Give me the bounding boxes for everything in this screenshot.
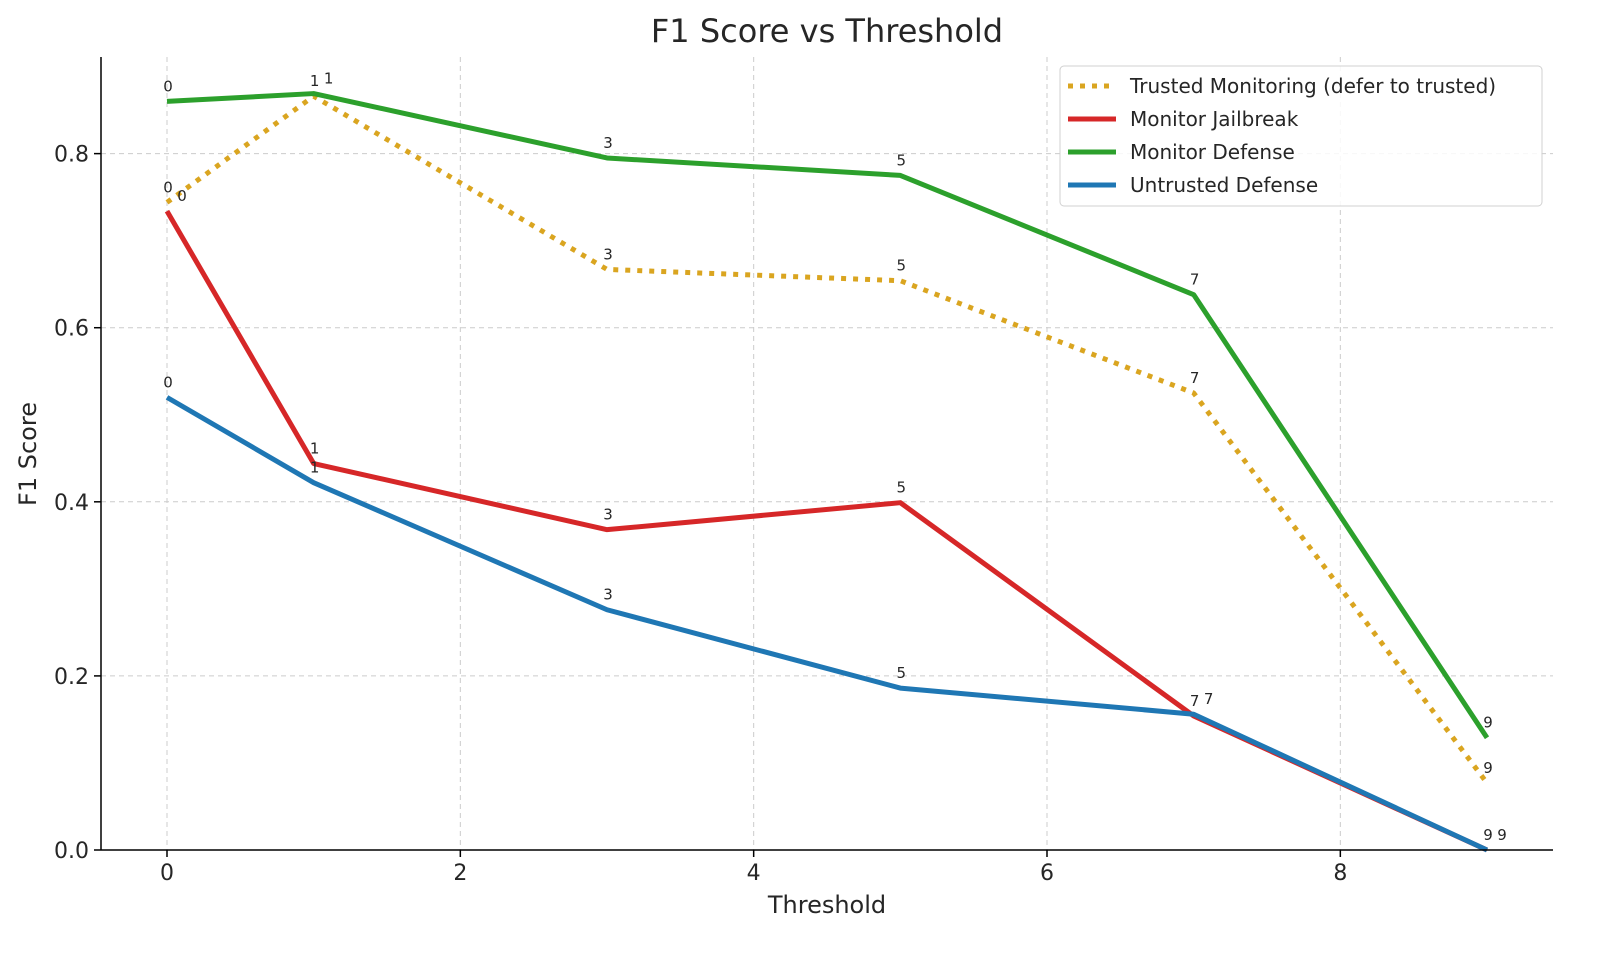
- x-axis-label: Threshold: [767, 891, 886, 919]
- point-label: 7: [1204, 690, 1214, 708]
- point-label: 9: [1483, 759, 1493, 777]
- point-label: 5: [897, 664, 907, 682]
- point-label: 9: [1483, 714, 1493, 732]
- point-label: 7: [1190, 369, 1200, 387]
- legend-label: Trusted Monitoring (defer to trusted): [1129, 74, 1496, 98]
- series-line-untrusted-defense: [165, 395, 1489, 853]
- point-label: 7: [1190, 692, 1200, 710]
- point-label: 0: [163, 77, 173, 95]
- y-tick-label: 0.0: [54, 839, 89, 864]
- point-label: 7: [1190, 271, 1200, 289]
- series-line-monitor-defense: [166, 91, 1490, 740]
- y-tick-label: 0.4: [54, 491, 89, 516]
- x-tick-label: 2: [453, 861, 467, 886]
- point-label: 0: [163, 178, 173, 196]
- series-lines: [164, 91, 1490, 853]
- point-label: 1: [324, 70, 334, 88]
- point-label: 9: [1483, 826, 1493, 844]
- point-label: 9: [1497, 826, 1507, 844]
- point-label: 3: [603, 506, 613, 524]
- point-label: 3: [603, 134, 613, 152]
- legend-box: [1059, 65, 1543, 207]
- x-tick-label: 6: [1040, 861, 1054, 886]
- point-label: 3: [603, 586, 613, 604]
- point-label: 5: [897, 151, 907, 169]
- point-label: 0: [177, 187, 187, 205]
- point-label: 0: [163, 373, 173, 391]
- point-label: 1: [310, 440, 320, 458]
- y-tick-label: 0.2: [54, 665, 89, 690]
- point-label: 3: [603, 245, 613, 263]
- point-label: 5: [897, 257, 907, 275]
- chart-title: F1 Score vs Threshold: [651, 12, 1003, 50]
- series-line-monitor-jailbreak: [164, 209, 1489, 853]
- legend: Trusted Monitoring (defer to trusted) Mon…: [1059, 65, 1543, 207]
- point-label: 1: [310, 459, 320, 477]
- y-tick-label: 0.8: [54, 143, 89, 168]
- legend-label: Untrusted Defense: [1130, 173, 1318, 197]
- x-tick-label: 0: [160, 861, 174, 886]
- point-labels: 0 1 3 5 7 9 0 1 3 5 7 9 0 1 3 5 7 9 0 1 3 5 7 9: [163, 70, 1507, 844]
- y-axis-label: F1 Score: [14, 402, 42, 506]
- x-tick-label: 4: [747, 861, 761, 886]
- legend-label: Monitor Defense: [1130, 140, 1295, 164]
- axes: 0 2 4 6 8 0.0 0.2 0.4 0.6 0.8: [54, 57, 1553, 886]
- x-tick-label: 8: [1333, 861, 1347, 886]
- y-tick-label: 0.6: [54, 317, 89, 342]
- legend-label: Monitor Jailbreak: [1130, 107, 1299, 131]
- point-label: 5: [897, 479, 907, 497]
- point-label: 1: [310, 72, 320, 90]
